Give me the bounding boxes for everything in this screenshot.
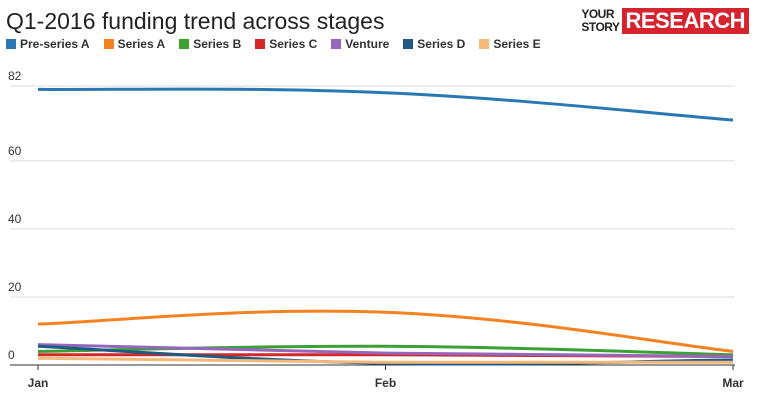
legend-swatch (479, 39, 490, 49)
logo-line1: YOUR (581, 7, 615, 21)
legend-swatch (103, 39, 114, 49)
chart-title: Q1-2016 funding trend across stages (6, 8, 385, 34)
legend-swatch (403, 39, 414, 49)
legend-item[interactable]: Venture (331, 37, 389, 51)
y-tick-label: 60 (8, 144, 22, 158)
series-line[interactable] (37, 356, 734, 365)
legend-item[interactable]: Series B (179, 37, 241, 51)
series-line[interactable] (37, 344, 734, 357)
logo-badge: RESEARCH (621, 8, 749, 34)
legend-swatch (179, 39, 190, 49)
legend-label: Series C (269, 37, 318, 51)
logo-wordmark: YOUR STORY (581, 7, 620, 34)
y-tick-label: 40 (8, 212, 22, 226)
x-tick-label: Jan (28, 376, 49, 390)
legend-item[interactable]: Series C (255, 37, 317, 51)
legend-swatch (6, 39, 16, 49)
legend-label: Series A (117, 37, 166, 51)
legend-label: Series B (193, 37, 242, 51)
brand-logo: YOUR STORY RESEARCH (581, 8, 749, 34)
legend-label: Series D (417, 37, 466, 51)
legend-item[interactable]: Series E (479, 37, 541, 51)
legend-item[interactable]: Series D (403, 37, 465, 51)
series-line[interactable] (37, 87, 734, 122)
legend-item[interactable]: Pre-series A (6, 37, 90, 51)
legend-label: Pre-series A (20, 37, 90, 51)
series-line[interactable] (37, 343, 734, 358)
logo-line2: STORY (581, 20, 620, 34)
legend: Pre-series A Series A Series B Series C Vent… (6, 37, 541, 51)
legend-item[interactable]: Series A (103, 37, 166, 51)
series-line[interactable] (37, 309, 734, 353)
legend-swatch (255, 39, 266, 49)
x-tick-label: Feb (375, 376, 396, 390)
y-tick-label: 0 (8, 348, 15, 362)
legend-swatch (331, 39, 342, 49)
y-tick-label: 20 (8, 280, 22, 294)
legend-label: Series E (493, 37, 541, 51)
legend-label: Venture (345, 37, 390, 51)
y-tick-label: 82 (8, 69, 22, 83)
x-tick-label: Mar (722, 376, 744, 390)
